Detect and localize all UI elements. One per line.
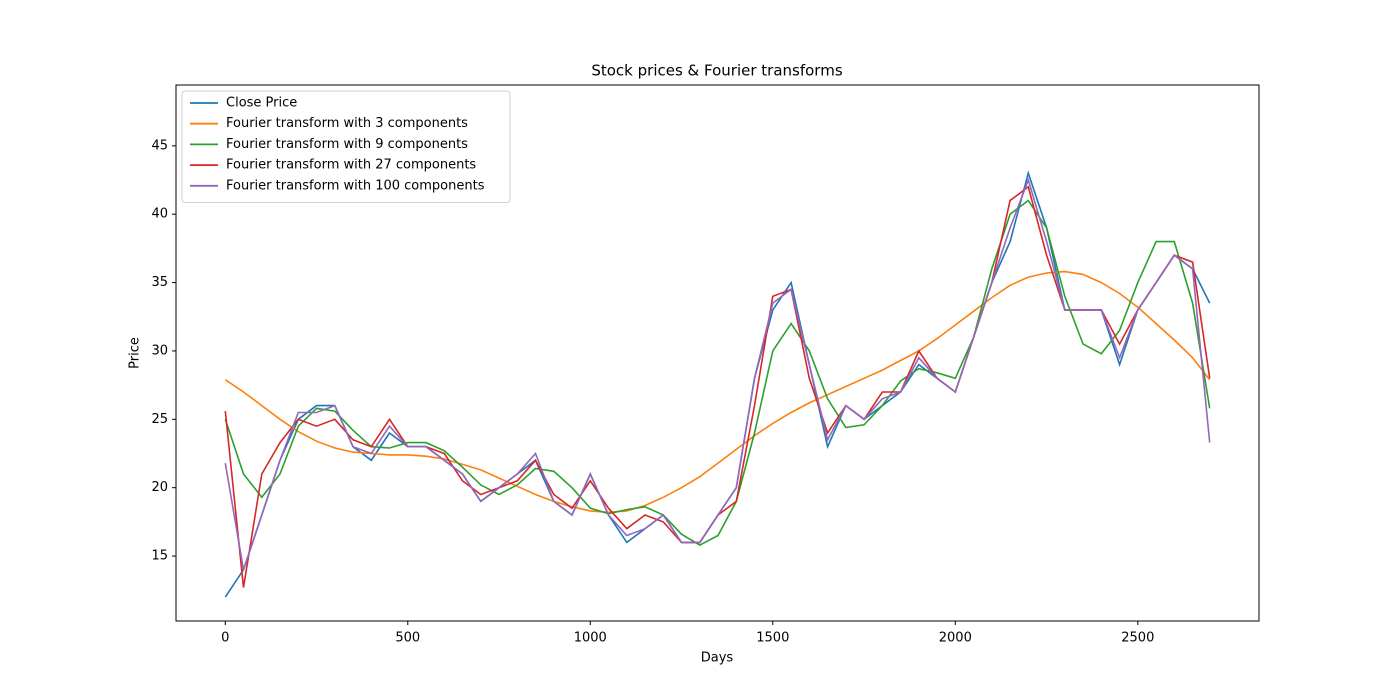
legend-label: Fourier transform with 100 components — [226, 178, 485, 193]
x-tick-label: 2500 — [1121, 631, 1154, 646]
x-tick-label: 0 — [221, 631, 229, 646]
y-tick-label: 45 — [151, 138, 168, 153]
y-tick-label: 30 — [151, 343, 168, 358]
legend-label: Fourier transform with 9 components — [226, 137, 468, 152]
y-axis-label: Price — [128, 337, 143, 369]
x-tick-label: 2000 — [939, 631, 972, 646]
series-line — [224, 177, 1211, 570]
series-line — [224, 185, 1211, 588]
series-line — [224, 270, 1211, 514]
x-tick-label: 500 — [395, 631, 420, 646]
x-axis-label: Days — [701, 651, 734, 666]
legend: Close Price Fourier transform with 3 comp… — [181, 90, 511, 203]
legend-label: Fourier transform with 27 components — [226, 158, 476, 173]
y-tick-label: 20 — [151, 480, 168, 495]
x-tick-label: 1000 — [574, 631, 607, 646]
chart-title: Stock prices & Fourier transforms — [591, 62, 842, 80]
y-tick-label: 15 — [151, 549, 168, 564]
legend-label: Fourier transform with 3 components — [226, 116, 468, 131]
y-tick-label: 35 — [151, 275, 168, 290]
plot-frame — [175, 84, 1260, 622]
series-line — [224, 199, 1211, 547]
y-tick-label: 40 — [151, 207, 168, 222]
y-tick-label: 25 — [151, 412, 168, 427]
legend-box — [181, 90, 511, 203]
series-line — [224, 170, 1211, 598]
x-tick-label: 1500 — [756, 631, 789, 646]
legend-label: Close Price — [226, 96, 297, 111]
